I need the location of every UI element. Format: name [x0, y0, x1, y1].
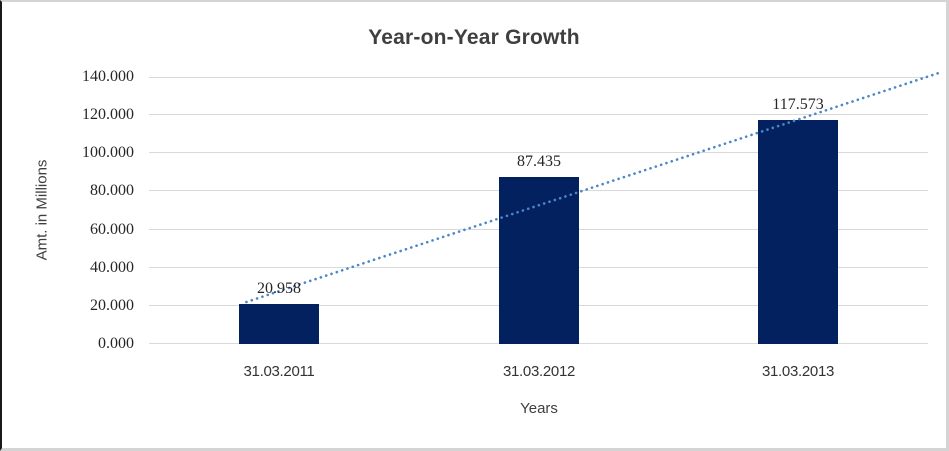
y-axis-title: Amt. in Millions: [33, 159, 51, 261]
x-axis-title: Years: [520, 400, 558, 417]
bar-data-label: 117.573: [772, 96, 824, 113]
y-tick-label: 40.000: [90, 259, 134, 276]
bar-data-label: 20.958: [257, 280, 301, 297]
x-tick-label: 31.03.2011: [243, 363, 315, 380]
gridline: [149, 77, 928, 78]
y-tick-label: 20.000: [90, 297, 134, 314]
plot-area: [149, 71, 940, 344]
y-tick-label: 100.000: [82, 144, 134, 161]
y-tick-label: 140.000: [82, 68, 134, 85]
y-tick-label: 60.000: [90, 221, 134, 238]
gridline: [149, 114, 928, 115]
chart-title: Year-on-Year Growth: [368, 26, 580, 49]
bar: [758, 120, 838, 344]
y-tick-label: 120.000: [82, 106, 134, 123]
bar: [239, 304, 319, 344]
x-tick-label: 31.03.2013: [761, 363, 835, 380]
bar-data-label: 87.435: [517, 153, 561, 170]
x-tick-label: 31.03.2012: [502, 363, 576, 380]
bar: [499, 177, 579, 344]
y-tick-label: 0.000: [98, 335, 134, 352]
y-tick-label: 80.000: [90, 182, 134, 199]
